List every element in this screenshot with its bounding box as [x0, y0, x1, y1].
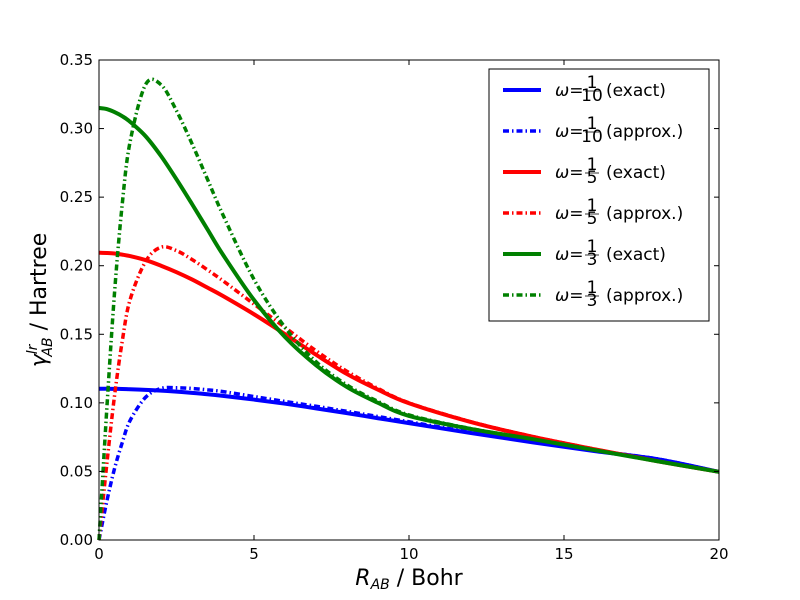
legend-omega-symbol-4: ω= [555, 204, 583, 224]
legend-label-5: (exact) [606, 245, 666, 265]
x-tick-label-1: 5 [249, 545, 259, 563]
legend-omega-symbol-3: ω= [555, 163, 583, 183]
legend-label-4: (approx.) [606, 204, 683, 224]
legend-omega-symbol-2: ω= [555, 122, 583, 142]
legend-label-6: (approx.) [606, 286, 683, 306]
y-tick-label-6: 0.30 [60, 120, 93, 138]
y-axis-label-symbol: γ [27, 353, 52, 367]
legend-fraction-numerator-2: 1 [587, 114, 598, 134]
series-line-2 [97, 385, 720, 541]
y-tick-label-4: 0.20 [60, 257, 93, 275]
y-tick-label-2: 0.10 [60, 394, 93, 412]
y-axis-label-unit: / Hartree [27, 233, 52, 338]
x-axis-label: RAB / Bohr [355, 566, 463, 593]
legend-fraction-denominator-6: 3 [587, 291, 598, 311]
y-axis-label: γlrAB / Hartree [25, 233, 56, 368]
legend-label-3: (exact) [606, 163, 666, 183]
x-tick-label-0: 0 [94, 545, 104, 563]
series-line-6 [97, 77, 720, 541]
legend-fraction-denominator-5: 3 [587, 250, 598, 270]
legend-omega-symbol-6: ω= [555, 286, 583, 306]
x-tick-label-2: 10 [399, 545, 418, 563]
x-tick-label-4: 20 [709, 545, 728, 563]
legend-fraction-numerator-4: 1 [587, 196, 598, 216]
legend-fraction-denominator-1: 10 [581, 86, 603, 106]
legend-omega-symbol-5: ω= [555, 245, 583, 265]
x-axis-label-subscript: AB [370, 577, 390, 593]
series-line-4 [97, 244, 720, 541]
legend-fraction-numerator-6: 1 [587, 278, 598, 298]
x-axis-label-symbol: R [355, 566, 370, 591]
legend: ω= 110 (exact)ω= 110 (approx.)ω= 15 (exact)ω= 1… [488, 68, 710, 322]
legend-fraction-numerator-1: 1 [587, 73, 598, 93]
legend-fraction-denominator-4: 5 [587, 209, 598, 229]
x-axis-label-unit: / Bohr [390, 566, 464, 591]
y-axis-label-superscript: lr [25, 343, 41, 354]
legend-label-1: (exact) [606, 81, 666, 101]
legend-box [488, 68, 710, 322]
series-layer [97, 77, 720, 541]
y-tick-label-0: 0.00 [60, 531, 93, 549]
legend-omega-symbol-1: ω= [555, 81, 583, 101]
legend-fraction-denominator-2: 10 [581, 127, 603, 147]
legend-fraction-numerator-3: 1 [587, 155, 598, 175]
legend-label-2: (approx.) [606, 122, 683, 142]
y-axis-label-subscript: AB [40, 337, 56, 357]
legend-fraction-numerator-5: 1 [587, 237, 598, 257]
tick-layer: 0 5 10 15 200.000.050.100.150.200.250.300.35 [60, 51, 729, 563]
y-tick-label-7: 0.35 [60, 51, 93, 69]
y-tick-label-1: 0.05 [60, 462, 93, 480]
x-tick-label-3: 15 [554, 545, 573, 563]
y-tick-label-3: 0.15 [60, 325, 93, 343]
y-tick-label-5: 0.25 [60, 188, 93, 206]
legend-fraction-denominator-3: 5 [587, 168, 598, 188]
series-line-3 [98, 250, 720, 474]
